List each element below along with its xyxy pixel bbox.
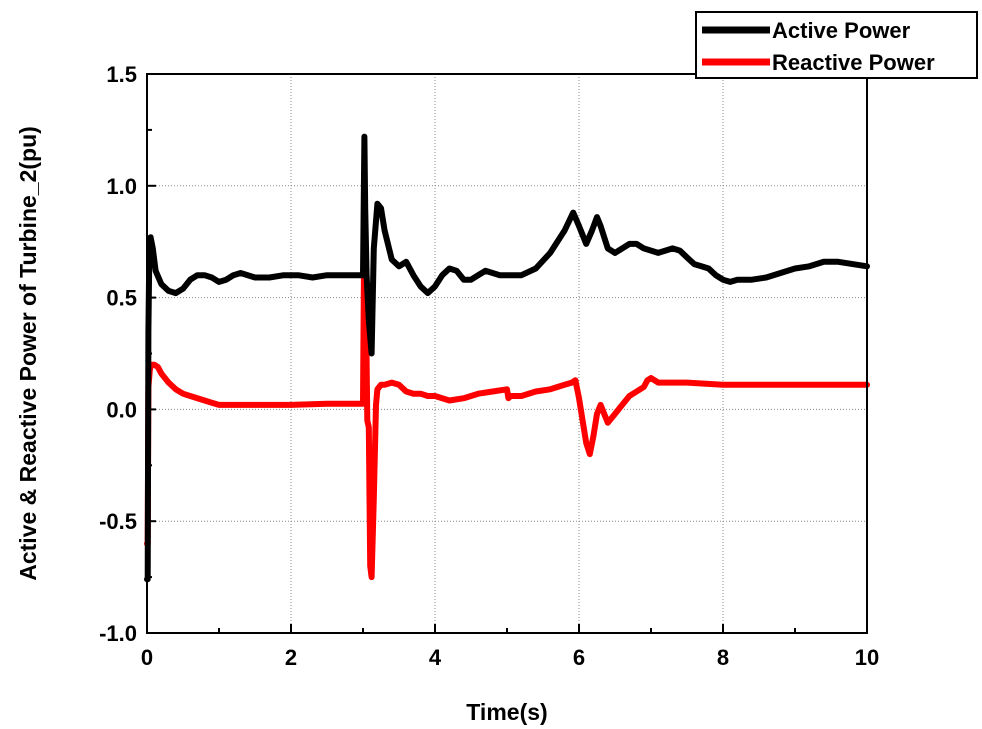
series-layer: [144, 133, 870, 583]
x-tick-label: 2: [285, 645, 297, 670]
axis-ticks: 0 2 4 6 8 10 -1.0 -0.5 0.0 0.5 1.0 1.5: [99, 62, 879, 670]
legend-box: [695, 11, 978, 79]
y-tick-label: -1.0: [99, 621, 137, 646]
legend-label-active-power: Active Power: [772, 18, 911, 43]
y-tick-label: 1.0: [106, 174, 137, 199]
x-tick-label: 4: [429, 645, 442, 670]
x-tick-label: 0: [141, 645, 153, 670]
x-tick-label: 10: [855, 645, 879, 670]
series-line-active-power: [144, 133, 870, 583]
y-tick-label: 0.0: [106, 397, 137, 422]
y-axis-title: Active & Reactive Power of Turbine_2(pu): [15, 126, 41, 581]
legend: Active Power Reactive Power: [695, 11, 978, 79]
series-line-reactive-power: [144, 205, 870, 581]
x-tick-label: 8: [717, 645, 729, 670]
x-tick-label: 6: [573, 645, 585, 670]
grid-lines: [147, 74, 867, 633]
x-axis-title: Time(s): [466, 699, 547, 725]
legend-label-reactive-power: Reactive Power: [772, 50, 935, 75]
y-tick-label: 1.5: [106, 62, 137, 87]
y-tick-label: -0.5: [99, 509, 137, 534]
y-tick-label: 0.5: [106, 286, 137, 311]
